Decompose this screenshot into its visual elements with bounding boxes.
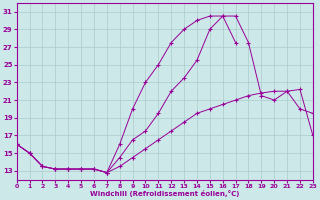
X-axis label: Windchill (Refroidissement éolien,°C): Windchill (Refroidissement éolien,°C) — [90, 190, 239, 197]
